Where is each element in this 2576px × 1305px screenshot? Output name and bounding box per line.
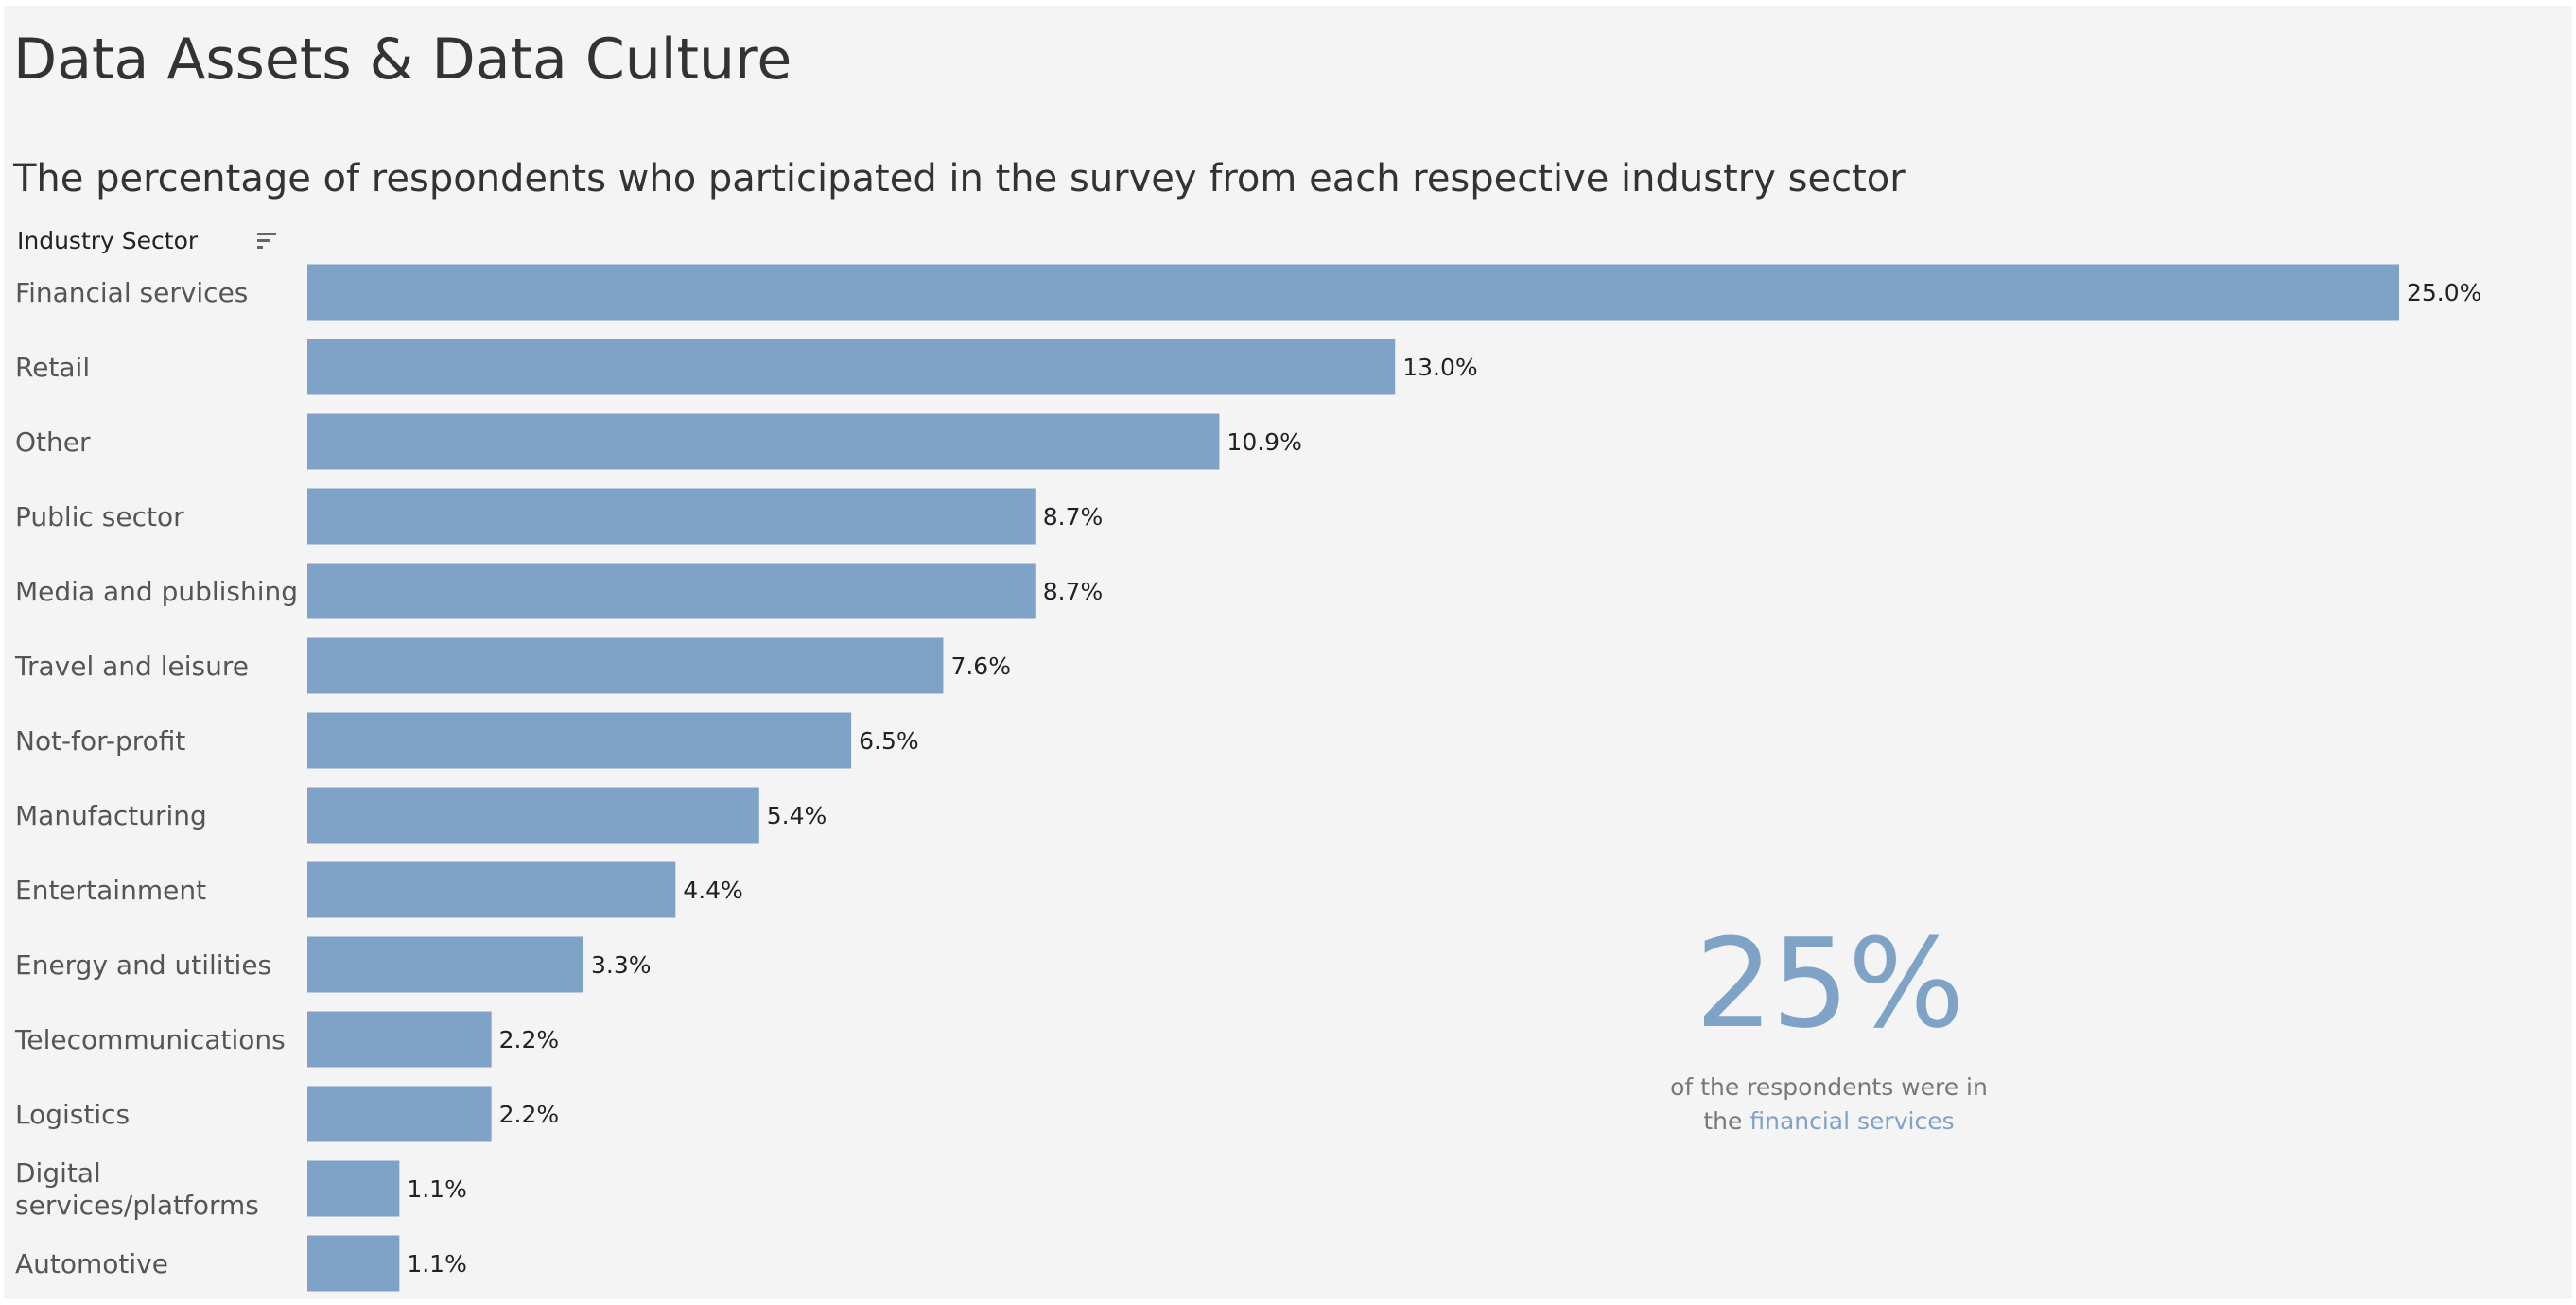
bar-8[interactable] <box>307 861 676 918</box>
sort-descending-icon[interactable] <box>257 231 280 255</box>
chart-subtitle: The percentage of respondents who partic… <box>13 157 1906 200</box>
bar-5[interactable] <box>307 637 944 694</box>
bar-2[interactable] <box>307 413 1220 470</box>
industry-sector-header: Industry Sector <box>17 227 199 254</box>
value-label-5: 7.6% <box>950 652 1011 680</box>
value-label-7: 5.4% <box>767 802 827 829</box>
value-label-4: 8.7% <box>1043 578 1104 605</box>
category-label-6: Not-for-profit <box>15 725 185 757</box>
bar-1[interactable] <box>307 339 1396 395</box>
category-label-4: Media and publishing <box>15 576 298 607</box>
value-label-8: 4.4% <box>683 877 743 904</box>
kpi-caption-highlight: financial services <box>1749 1107 1955 1135</box>
value-label-13: 1.1% <box>407 1250 467 1278</box>
bar-6[interactable] <box>307 712 852 769</box>
value-label-0: 25.0% <box>2407 279 2481 306</box>
category-label-2: Other <box>15 426 91 458</box>
value-label-9: 3.3% <box>591 951 652 979</box>
bar-0[interactable] <box>307 264 2399 321</box>
kpi-caption-line-1: of the respondents were in <box>1670 1073 1988 1101</box>
kpi-value: 25% <box>1695 912 1965 1055</box>
kpi-caption: of the respondents were in the financial… <box>1479 1070 2179 1139</box>
value-label-11: 2.2% <box>499 1101 560 1128</box>
category-label-9: Energy and utilities <box>15 949 271 981</box>
bar-chart: 25.0% Financial services 13.0% Retail 10.9% O… <box>14 264 2481 1292</box>
bar-11[interactable] <box>307 1086 492 1142</box>
category-label-13: Automotive <box>15 1248 168 1279</box>
category-label-0: Financial services <box>15 277 248 308</box>
category-label-5: Travel and leisure <box>14 651 249 682</box>
page-title: Data Assets & Data Culture <box>13 26 792 93</box>
category-label-8: Entertainment <box>15 875 206 906</box>
category-label-3: Public sector <box>15 501 184 532</box>
bar-13[interactable] <box>307 1235 400 1292</box>
dashboard-canvas: Data Assets & Data Culture The percentag… <box>4 6 2572 1299</box>
value-label-3: 8.7% <box>1043 503 1104 531</box>
kpi-caption-line-2: the financial services <box>1479 1105 2179 1139</box>
value-label-2: 10.9% <box>1227 428 1301 456</box>
value-label-12: 1.1% <box>407 1175 467 1203</box>
category-label-7: Manufacturing <box>15 800 207 831</box>
bar-12[interactable] <box>307 1160 400 1217</box>
bar-7[interactable] <box>307 787 759 844</box>
bar-10[interactable] <box>307 1011 492 1068</box>
bar-4[interactable] <box>307 563 1036 619</box>
value-label-10: 2.2% <box>499 1026 560 1053</box>
category-label-1: Retail <box>15 352 90 383</box>
category-label-11: Logistics <box>15 1099 130 1130</box>
category-label-12: Digital services/platforms <box>15 1157 259 1221</box>
value-label-1: 13.0% <box>1402 354 1477 381</box>
kpi-caption-mid: the <box>1703 1107 1743 1135</box>
bar-3[interactable] <box>307 488 1036 545</box>
value-label-6: 6.5% <box>859 727 919 755</box>
category-label-10: Telecommunications <box>14 1024 286 1055</box>
bar-9[interactable] <box>307 936 583 993</box>
